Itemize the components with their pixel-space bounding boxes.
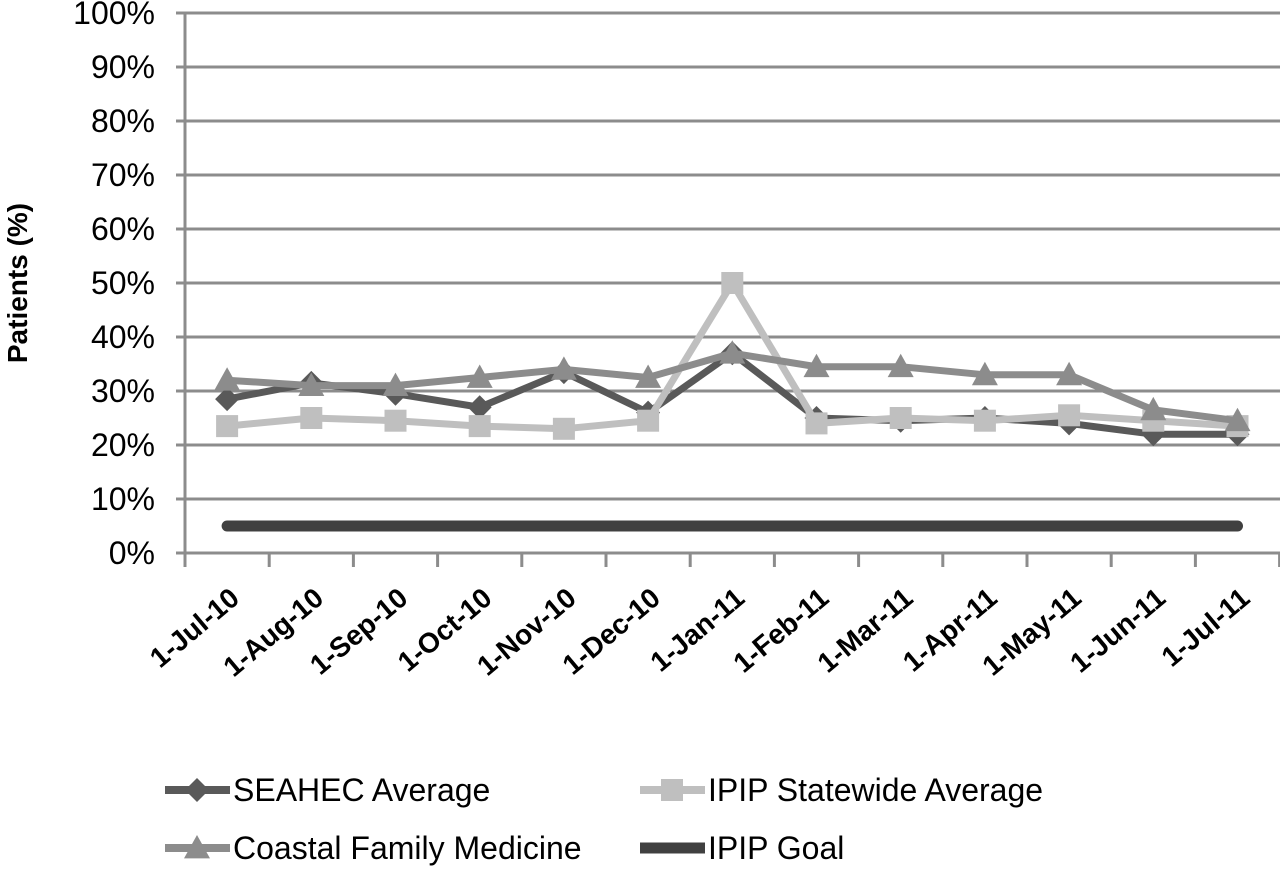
series (214, 272, 1251, 532)
data-point (721, 272, 744, 294)
data-point (300, 407, 323, 429)
data-point (550, 356, 577, 380)
legend-label: SEAHEC Average (233, 772, 490, 808)
y-tick-label: 10% (91, 481, 155, 517)
legend-label: Coastal Family Medicine (233, 830, 582, 866)
data-point (889, 407, 912, 429)
series-coastal-family-medicine (214, 340, 1251, 432)
legend-item-coastal-family-medicine: Coastal Family Medicine (165, 830, 582, 866)
data-point (215, 387, 240, 412)
data-point (887, 353, 914, 378)
legend: SEAHEC Average IPIP Statewide Average Coas… (165, 772, 1043, 866)
data-point (216, 415, 239, 438)
data-point (971, 361, 998, 386)
y-tick-label: 70% (91, 157, 155, 193)
data-point (298, 372, 325, 396)
data-point (719, 340, 746, 364)
y-tick-label: 30% (91, 373, 155, 409)
x-tick-label: 1-Mar-11 (812, 582, 919, 679)
y-tick-label: 60% (91, 211, 155, 247)
y-axis-title: Patients (%) (2, 203, 33, 363)
data-point (384, 409, 407, 432)
data-point (637, 409, 660, 432)
data-point (214, 367, 241, 391)
y-tick-label: 50% (91, 265, 155, 301)
y-tick-label: 90% (91, 49, 155, 85)
data-point (1140, 396, 1167, 421)
legend-item-seahec-average: SEAHEC Average (165, 772, 490, 808)
legend-item-ipip-goal: IPIP Goal (640, 830, 844, 866)
x-tick-label: 1-Jul-11 (1156, 582, 1256, 673)
legend-label: IPIP Statewide Average (708, 772, 1043, 808)
axes: 0% 10% 20% 30% 40% 50% 60% 70% 80% 90% 100% 1-Jul-1… (73, 0, 1280, 683)
y-tick-label: 80% (91, 103, 155, 139)
x-tick-label: 1-Jun-11 (1064, 582, 1171, 679)
legend-swatch-marker (185, 778, 209, 802)
data-point (1056, 361, 1083, 386)
data-point (1058, 404, 1081, 427)
data-point (973, 409, 996, 432)
data-point (805, 412, 828, 435)
data-point (468, 415, 491, 438)
data-point (382, 372, 409, 396)
series-ipip-statewide-average (216, 272, 1249, 440)
data-point (1224, 407, 1251, 432)
data-point (552, 417, 575, 440)
legend-swatch-marker (184, 835, 210, 859)
y-tick-label: 0% (109, 535, 155, 571)
data-point (803, 353, 830, 378)
data-point (467, 395, 492, 420)
y-tick-label: 100% (73, 0, 155, 31)
legend-label: IPIP Goal (708, 830, 844, 866)
legend-item-ipip-statewide-average: IPIP Statewide Average (640, 772, 1043, 808)
data-point (466, 364, 493, 388)
y-tick-label: 40% (91, 319, 155, 355)
y-tick-label: 20% (91, 427, 155, 463)
legend-swatch-marker (661, 779, 683, 801)
data-point (635, 364, 662, 388)
